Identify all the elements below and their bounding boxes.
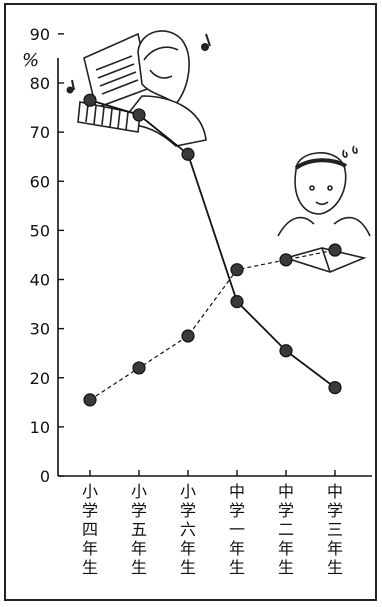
y-tick-label: 20 bbox=[30, 369, 50, 388]
x-category-label: 中学二年生 bbox=[278, 482, 294, 577]
music-note-icon bbox=[66, 33, 211, 94]
y-tick-label: 70 bbox=[30, 123, 50, 142]
chart-axes bbox=[57, 58, 372, 477]
series-1-point bbox=[83, 93, 97, 107]
y-tick-label: 50 bbox=[30, 221, 50, 240]
series-1-point bbox=[279, 344, 293, 358]
y-axis-unit-label: % bbox=[22, 50, 39, 71]
series-1-point bbox=[132, 108, 146, 122]
y-tick-label: 60 bbox=[30, 172, 50, 191]
boy-studying-icon bbox=[277, 145, 371, 273]
y-tick-label: 90 bbox=[30, 25, 50, 44]
series-1-point bbox=[328, 380, 342, 395]
girl-playing-piano-icon bbox=[77, 30, 207, 147]
x-category-label: 中学一年生 bbox=[229, 482, 245, 577]
chart-series bbox=[83, 93, 342, 407]
y-tick-label: 40 bbox=[30, 271, 50, 290]
y-tick-label: 10 bbox=[30, 418, 50, 437]
y-tick-label: 80 bbox=[30, 74, 50, 93]
x-category-label: 小学五年生 bbox=[131, 482, 147, 577]
series-2-point bbox=[83, 393, 97, 407]
x-category-label: 小学四年生 bbox=[82, 482, 98, 577]
y-tick-label: 0 bbox=[40, 467, 50, 486]
x-axis-category-labels: 小学四年生 小学五年生 小学六年生 中学一年生 中学二年生 中学三年生 bbox=[82, 470, 343, 577]
series-1-line bbox=[89, 99, 336, 389]
series-2-line bbox=[89, 249, 336, 401]
y-axis-ticks: 0 10 20 30 40 50 60 70 80 90 bbox=[30, 25, 64, 486]
series-2-point bbox=[230, 263, 244, 277]
series-2-point bbox=[132, 361, 146, 375]
x-category-label: 小学六年生 bbox=[180, 482, 196, 577]
chart-frame bbox=[4, 3, 377, 601]
series-2-point bbox=[181, 329, 195, 343]
series-2-point bbox=[279, 253, 293, 267]
x-category-label: 中学三年生 bbox=[327, 482, 343, 577]
series-1-point bbox=[230, 295, 244, 309]
series-2-point bbox=[328, 243, 342, 257]
y-tick-label: 30 bbox=[30, 320, 50, 339]
series-1-point bbox=[181, 147, 195, 161]
